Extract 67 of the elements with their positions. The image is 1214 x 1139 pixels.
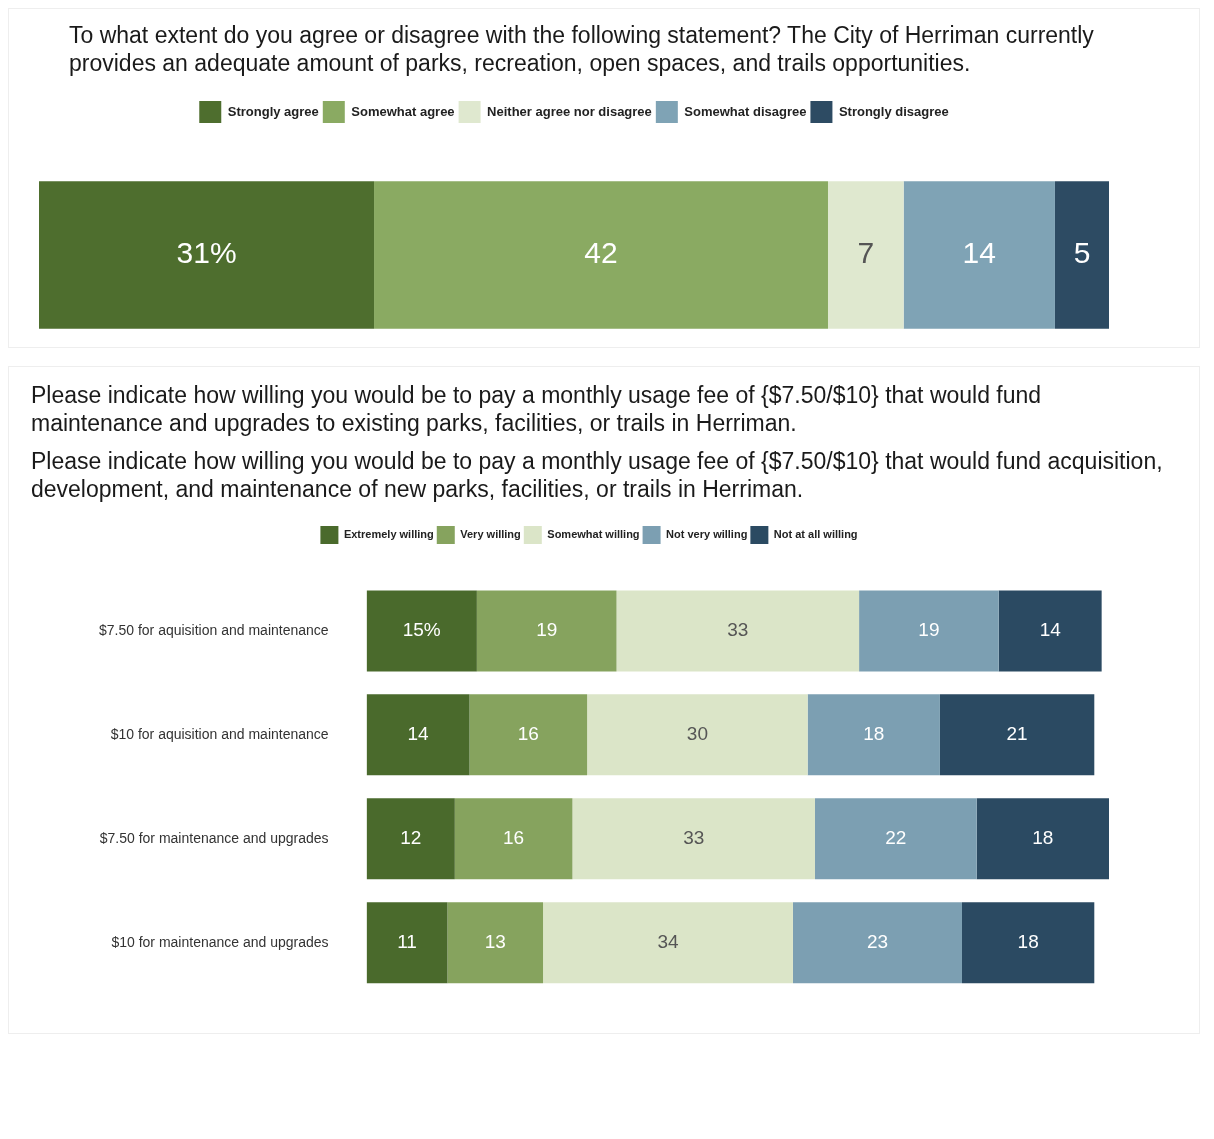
- data-label: 12: [400, 826, 422, 848]
- legend-label: Somewhat disagree: [684, 103, 807, 119]
- bar: [827, 181, 904, 329]
- data-label: 18: [863, 723, 885, 745]
- chart-title: Please indicate how willing you would be to pay a monthly usage fee of {$7.50/$10} that would fund maintenance and upgrades to existing parks, facilities, or trails in Herriman.: [30, 381, 1043, 437]
- bar: [447, 902, 544, 984]
- data-label: 21: [1006, 723, 1028, 745]
- data-label: 15%: [402, 619, 441, 641]
- legend-label: Somewhat agree: [351, 103, 455, 119]
- bar: [939, 694, 1095, 776]
- chart-subtitle: Please indicate how willing you would be to pay a monthly usage fee of {$7.50/$10} that would fund acquisition, development, and maintenance of new parks, facilities, or trails in Herriman.: [30, 447, 1164, 503]
- bar: [366, 798, 455, 880]
- legend-label: Strongly agree: [227, 103, 319, 119]
- data-label: 19: [536, 619, 558, 641]
- bar: [998, 590, 1102, 672]
- bar: [366, 590, 477, 672]
- data-label: 23: [866, 930, 889, 952]
- data-label: 13: [484, 930, 506, 952]
- bar: [616, 590, 860, 672]
- bar: [476, 590, 617, 672]
- data-label: 31%: [176, 236, 237, 270]
- legend-label: Not at all willing: [773, 528, 858, 541]
- y-tick-label: $10 for maintenance and upgrades: [111, 933, 329, 950]
- bar: [976, 798, 1109, 880]
- bar: [1054, 181, 1109, 329]
- data-label: 14: [962, 236, 996, 270]
- data-label: 42: [584, 236, 618, 270]
- data-label: 14: [407, 723, 430, 745]
- bar: [366, 694, 470, 776]
- bar: [454, 798, 573, 880]
- bar: [366, 902, 448, 984]
- data-label: 11: [397, 930, 417, 952]
- bar: [39, 181, 375, 329]
- bar: [859, 590, 999, 672]
- legend-label: Strongly disagree: [838, 103, 949, 119]
- data-label: 34: [657, 930, 679, 952]
- legend-label: Somewhat willing: [547, 528, 640, 541]
- data-label: 30: [686, 723, 708, 745]
- data-label: 16: [517, 723, 539, 745]
- data-label: 33: [683, 826, 705, 848]
- y-tick-label: $7.50 for maintenance and upgrades: [99, 829, 329, 846]
- data-label: 18: [1032, 826, 1054, 848]
- legend-label: Extremely willing: [343, 528, 434, 541]
- bar: [587, 694, 808, 776]
- bar: [807, 694, 940, 776]
- y-tick-label: $7.50 for aquisition and maintenance: [99, 621, 329, 638]
- bar: [961, 902, 1095, 984]
- bar: [543, 902, 793, 984]
- data-label: 22: [885, 826, 907, 848]
- chart-title: To what extent do you agree or disagree with the following statement? The City of Herriman currently provides an adequate amount of parks, recreation, open spaces, and trails opportunities.: [68, 21, 1095, 77]
- data-label: 33: [727, 619, 749, 641]
- data-label: 18: [1017, 930, 1039, 952]
- data-label: 5: [1073, 236, 1091, 270]
- legend-label: Very willing: [460, 528, 521, 541]
- bar: [814, 798, 977, 880]
- data-label: 14: [1039, 619, 1062, 641]
- bar: [469, 694, 588, 776]
- legend-label: Not very willing: [666, 528, 748, 541]
- data-label: 16: [503, 826, 525, 848]
- legend-label: Neither agree nor disagree: [487, 103, 652, 119]
- bar: [903, 181, 1055, 329]
- data-label: 7: [857, 236, 875, 270]
- y-tick-label: $10 for aquisition and maintenance: [110, 725, 329, 742]
- bar: [374, 181, 828, 329]
- bar: [572, 798, 815, 880]
- data-label: 19: [918, 619, 940, 641]
- bar: [792, 902, 962, 984]
